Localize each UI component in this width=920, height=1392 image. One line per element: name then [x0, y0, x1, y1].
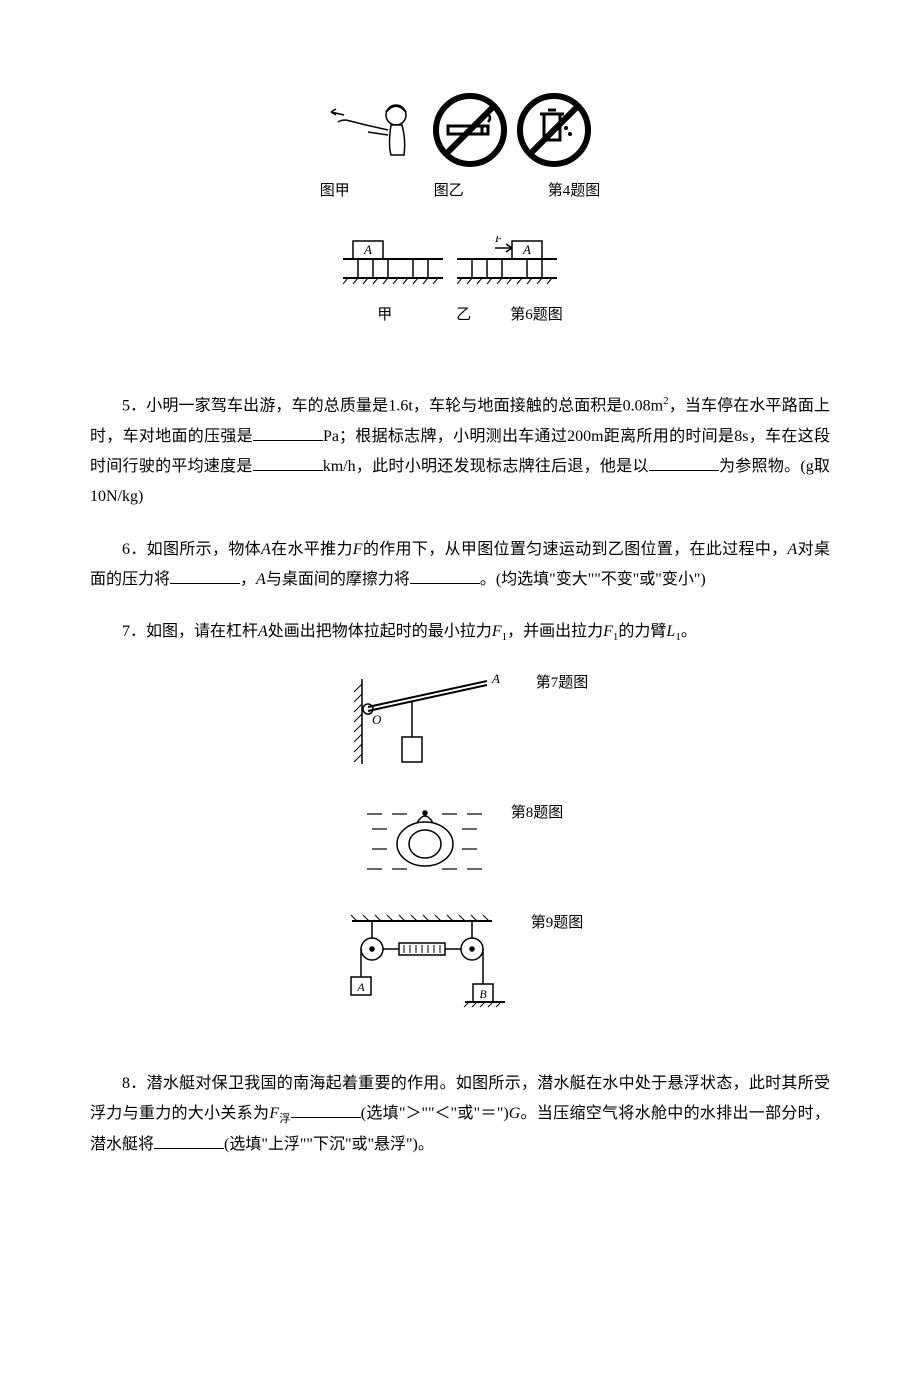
caption-yi2: 乙	[456, 301, 471, 330]
caption-yi: 图乙	[434, 177, 464, 206]
figure-row-q4: 图甲 图乙 第4题图	[90, 90, 830, 206]
caption-jia2: 甲	[377, 301, 392, 330]
q7-caption: 第7题图	[536, 675, 589, 691]
figure-row-q6: A A F	[90, 236, 830, 330]
q9-caption: 第9题图	[531, 915, 584, 931]
q9-figure: A B 第9题图	[90, 909, 830, 1009]
q6-text: 6．如图所示，物体A在水平推力F的作用下，从甲图位置匀速运动到乙图位置，在此过程…	[90, 535, 830, 596]
caption-q4: 第4题图	[548, 177, 601, 206]
q8-figure: 第8题图	[90, 799, 830, 889]
caption-jia: 图甲	[320, 177, 350, 206]
svg-text:A: A	[522, 242, 531, 257]
no-smoking-icon	[430, 90, 510, 170]
svg-text:F: F	[494, 236, 503, 245]
no-littering-icon	[514, 90, 594, 170]
svg-text:O: O	[372, 712, 382, 727]
table-block-yi: A F	[457, 236, 577, 296]
table-block-jia: A	[343, 236, 453, 296]
svg-text:A: A	[356, 980, 365, 994]
svg-text:B: B	[479, 987, 487, 1001]
boy-blowing-icon	[326, 90, 426, 170]
caption-q6: 第6题图	[510, 301, 563, 330]
q7-text: 7．如图，请在杠杆A处画出把物体拉起时的最小拉力F1，并画出拉力F1的力臂L1。	[90, 617, 830, 648]
svg-text:A: A	[491, 671, 500, 686]
q5-text: 5．小明一家驾车出游，车的总质量是1.6t，车轮与地面接触的总面积是0.08m2…	[90, 391, 830, 513]
q7-figure: O A 第7题图	[90, 669, 830, 779]
q8-text: 8．潜水艇对保卫我国的南海起着重要的作用。如图所示，潜水艇在水中处于悬浮状态，此…	[90, 1069, 830, 1161]
q8-caption: 第8题图	[511, 805, 564, 821]
svg-text:A: A	[363, 242, 372, 257]
